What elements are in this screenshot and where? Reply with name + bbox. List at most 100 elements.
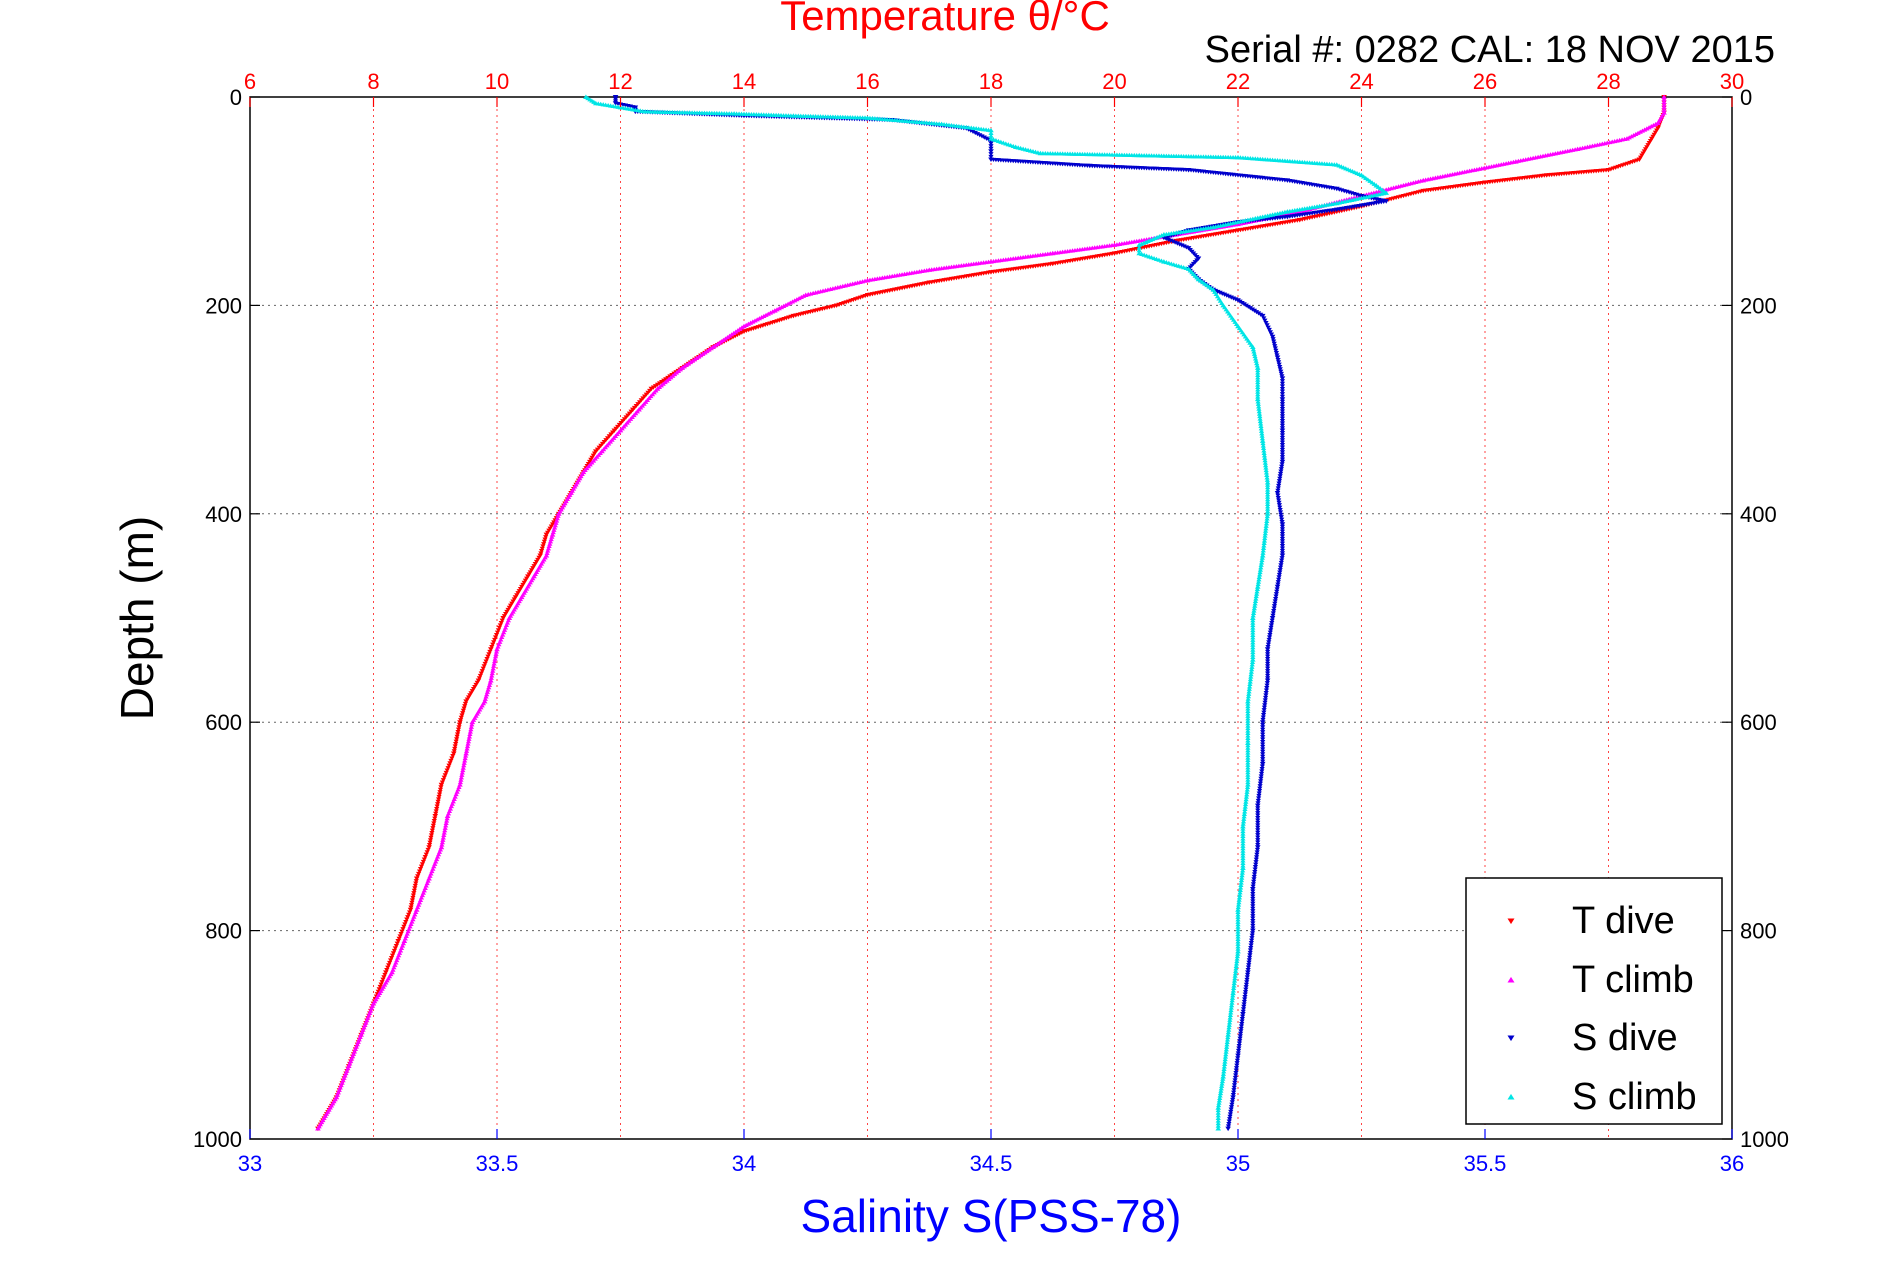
data-point-trail bbox=[1265, 676, 1271, 681]
data-point-trail bbox=[1233, 963, 1239, 968]
data-point bbox=[457, 720, 463, 725]
data-point-trail bbox=[545, 548, 551, 553]
data-point-trail bbox=[425, 847, 431, 852]
data-point-trail bbox=[1266, 327, 1272, 333]
data-point-trail bbox=[1215, 1123, 1221, 1128]
data-point-trail bbox=[1240, 1014, 1246, 1019]
data-point-trail bbox=[480, 666, 486, 671]
legend-entry-t-dive: T dive bbox=[1572, 900, 1675, 942]
data-point-trail bbox=[552, 523, 558, 528]
data-point-trail bbox=[1255, 811, 1261, 816]
data-point-trail bbox=[1245, 725, 1251, 731]
serial-annotation: Serial #: 0282 CAL: 18 NOV 2015 bbox=[1205, 29, 1775, 71]
data-point-trail bbox=[1250, 884, 1256, 889]
data-point-trail bbox=[1221, 1069, 1227, 1074]
data-point-trail bbox=[1254, 850, 1260, 855]
data-point-trail bbox=[1263, 690, 1269, 696]
data-point bbox=[1215, 1105, 1222, 1110]
data-point-trail bbox=[394, 941, 400, 946]
data-point-trail bbox=[1236, 1046, 1242, 1051]
data-point-trail bbox=[496, 625, 502, 630]
data-point-trail bbox=[1277, 568, 1283, 573]
data-point-trail bbox=[1226, 1020, 1233, 1025]
data-point-trail bbox=[458, 777, 464, 782]
data-point-trail bbox=[554, 516, 560, 521]
data-point-trail bbox=[977, 133, 983, 138]
data-point-trail bbox=[1257, 572, 1263, 577]
data-point-trail bbox=[1252, 598, 1259, 603]
data-point-trail bbox=[397, 934, 403, 939]
data-point-trail bbox=[1235, 927, 1241, 932]
data-point-trail bbox=[1261, 538, 1268, 543]
data-point-trail bbox=[1239, 875, 1245, 880]
data-point-trail bbox=[1279, 447, 1286, 453]
data-point-trail bbox=[553, 520, 559, 525]
data-point-trail bbox=[1235, 934, 1241, 939]
data-point-trail bbox=[490, 642, 496, 647]
data-point-trail bbox=[1251, 608, 1257, 613]
data-point-trail bbox=[979, 134, 985, 139]
data-point-trail bbox=[1238, 880, 1244, 885]
data-point bbox=[1250, 344, 1256, 350]
data-point-trail bbox=[1278, 371, 1284, 377]
data-point-trail bbox=[412, 886, 418, 891]
data-point-trail bbox=[1226, 1027, 1232, 1032]
data-point-trail bbox=[1242, 997, 1248, 1002]
data-point-trail bbox=[1260, 715, 1266, 720]
data-point-trail bbox=[1262, 531, 1268, 536]
data-point-trail bbox=[435, 797, 442, 802]
data-point-trail bbox=[1267, 330, 1273, 335]
data-point bbox=[1259, 438, 1266, 443]
data-point-trail bbox=[732, 334, 738, 339]
data-point-trail bbox=[1271, 341, 1277, 346]
data-point-trail bbox=[1233, 1068, 1239, 1073]
data-point-trail bbox=[1231, 1083, 1238, 1088]
data-point-trail bbox=[1279, 411, 1286, 416]
data-point-trail bbox=[1265, 666, 1271, 671]
data-point-trail bbox=[548, 524, 554, 529]
data-point-trail bbox=[479, 669, 485, 674]
data-point-trail bbox=[1245, 743, 1251, 748]
data-point-trail bbox=[1279, 394, 1286, 399]
data-point-trail bbox=[1136, 245, 1142, 250]
data-point-trail bbox=[1255, 392, 1261, 397]
data-point-trail bbox=[437, 787, 444, 792]
data-point-trail bbox=[1260, 759, 1266, 764]
data-point-trail bbox=[1263, 521, 1270, 526]
data-point-trail bbox=[1646, 141, 1652, 146]
data-point-trail bbox=[462, 701, 469, 707]
data-point-trail bbox=[492, 656, 498, 661]
data-point-trail bbox=[1231, 1085, 1237, 1090]
data-point-trail bbox=[1265, 664, 1271, 669]
data-point-trail bbox=[1279, 416, 1286, 421]
data-point-trail bbox=[522, 578, 529, 583]
data-point-trail bbox=[1277, 367, 1283, 372]
data-point-trail bbox=[429, 830, 435, 836]
top-axis-tick-label: 24 bbox=[1349, 69, 1373, 94]
bottom-axis-tick-label: 33.5 bbox=[476, 1151, 519, 1176]
data-point-trail bbox=[1250, 347, 1256, 352]
data-point-trail bbox=[1240, 863, 1246, 868]
bottom-axis-tick-label: 35 bbox=[1226, 1151, 1250, 1176]
data-point-trail bbox=[1228, 1005, 1234, 1010]
data-point-trail bbox=[396, 936, 402, 941]
data-point-trail bbox=[1217, 1093, 1223, 1098]
data-point-trail bbox=[1216, 1102, 1222, 1108]
data-point-trail bbox=[1240, 1007, 1247, 1012]
data-point-trail bbox=[1218, 1088, 1224, 1093]
data-point-trail bbox=[492, 635, 499, 640]
data-point-trail bbox=[462, 704, 468, 709]
data-point-trail bbox=[1265, 497, 1271, 502]
data-point-trail bbox=[541, 542, 547, 547]
data-point-trail bbox=[1240, 836, 1246, 841]
data-point-trail bbox=[494, 630, 501, 635]
data-point-trail bbox=[491, 640, 497, 645]
data-point-trail bbox=[1243, 987, 1249, 992]
data-point-trail bbox=[1229, 995, 1236, 1000]
data-point-trail bbox=[375, 989, 381, 994]
data-marks bbox=[315, 94, 1667, 1132]
data-point-trail bbox=[1274, 589, 1280, 594]
data-point-trail bbox=[1240, 1009, 1246, 1014]
data-point-trail bbox=[444, 768, 450, 773]
data-point-trail bbox=[410, 895, 416, 901]
